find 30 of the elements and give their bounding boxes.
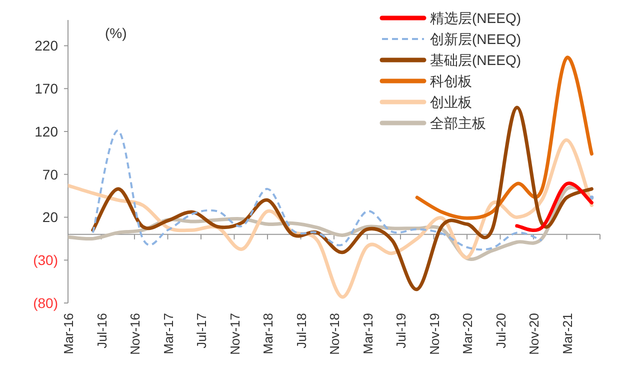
x-tick-label: Jul-17	[194, 313, 209, 348]
y-tick-label: (80)	[33, 295, 58, 311]
y-tick-label: 220	[34, 38, 58, 54]
x-tick-label: Jul-18	[294, 313, 309, 348]
x-tick-label: Nov-20	[526, 313, 542, 355]
x-tick-label: Nov-19	[426, 313, 442, 355]
x-tick-label: Mar-17	[160, 313, 176, 354]
y-tick-label: 120	[34, 123, 58, 140]
x-tick-label: Nov-16	[128, 313, 142, 355]
x-tick-label: Nov-17	[227, 313, 242, 355]
x-tick-label: Nov-18	[327, 313, 342, 355]
x-tick-label: Mar-21	[560, 313, 575, 354]
legend-label: 科创板	[430, 73, 472, 89]
legend-label: 基础层(NEEQ)	[430, 52, 521, 68]
annotation: (%)	[105, 25, 127, 41]
legend-label: 精选层(NEEQ)	[430, 10, 521, 26]
x-tick-label: Jul-19	[394, 313, 408, 348]
x-tick-label: Mar-19	[360, 313, 376, 354]
legend-label: 创业板	[430, 94, 472, 110]
y-tick-label: 70	[42, 166, 58, 182]
legend-label: 创新层(NEEQ)	[430, 31, 521, 47]
y-tick-label: 170	[34, 80, 58, 97]
x-tick-label: Jul-20	[493, 313, 508, 348]
x-tick-label: Mar-18	[260, 313, 276, 354]
legend-label: 全部主板	[430, 115, 486, 131]
y-tick-label: (30)	[33, 252, 58, 268]
x-tick-label: Mar-16	[61, 313, 76, 354]
x-tick-label: Jul-16	[94, 313, 110, 348]
y-tick-label: 20	[42, 209, 58, 226]
x-tick-label: Mar-20	[460, 313, 475, 354]
